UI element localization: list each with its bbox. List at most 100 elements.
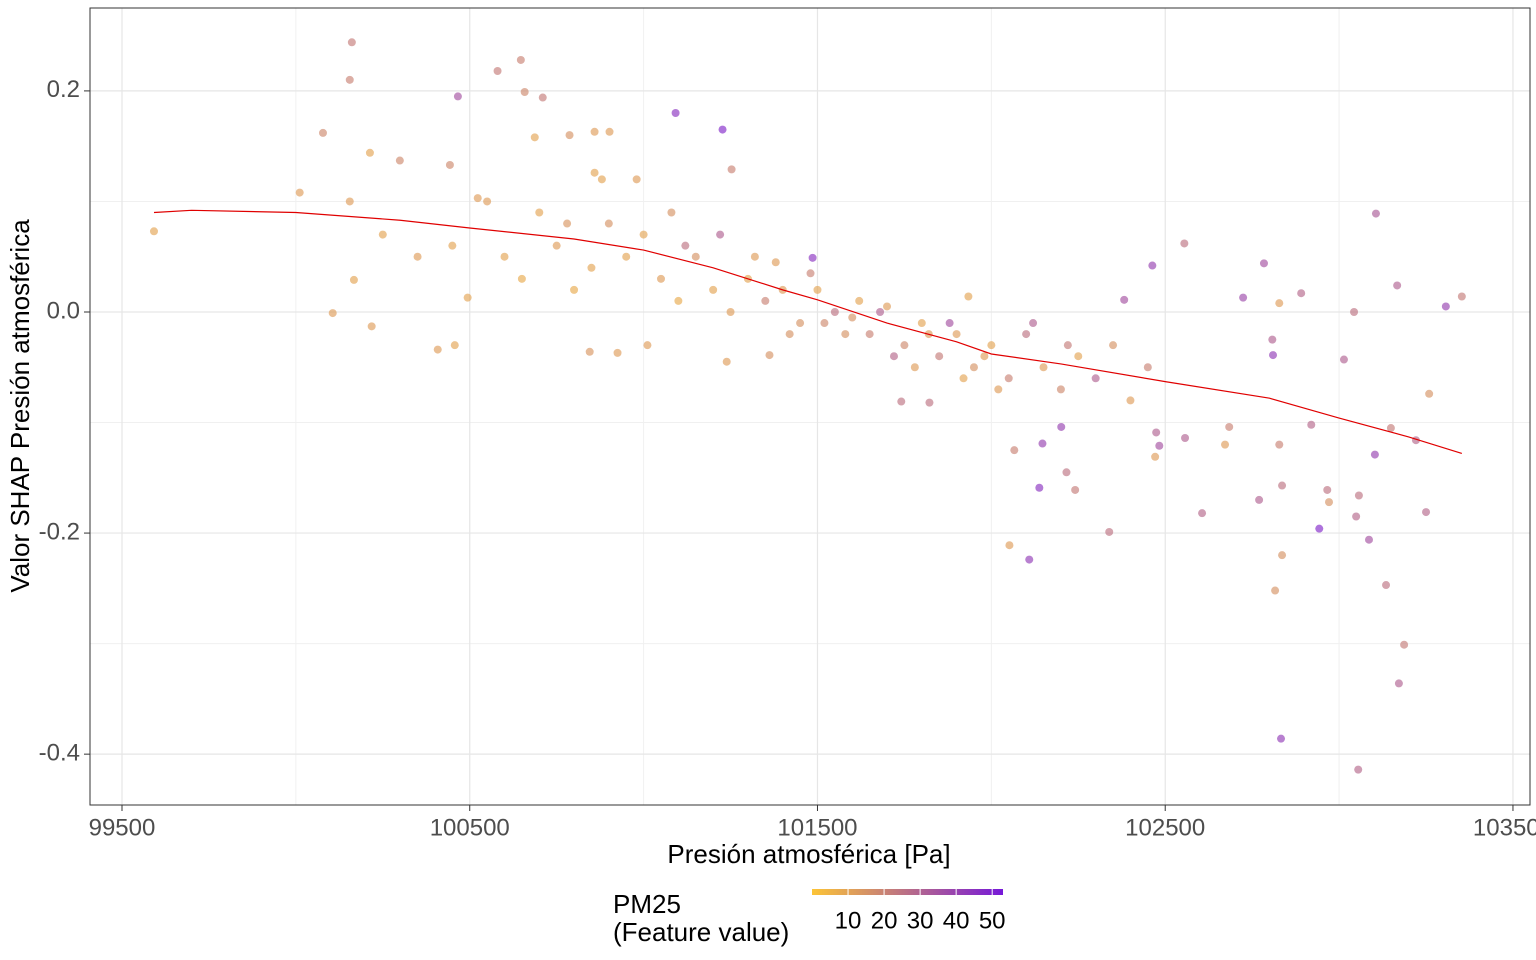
colorbar-tick-label: 40: [943, 907, 970, 934]
point: [1180, 239, 1189, 248]
point: [1221, 440, 1230, 449]
point: [395, 156, 404, 165]
point: [727, 165, 736, 174]
point: [1105, 527, 1114, 536]
point: [1307, 420, 1316, 429]
point: [445, 160, 454, 169]
point: [1441, 302, 1450, 311]
point: [453, 92, 462, 101]
point: [1400, 640, 1409, 649]
point: [796, 319, 805, 328]
point: [1198, 509, 1207, 518]
point: [718, 125, 727, 134]
point: [964, 292, 973, 301]
point: [806, 269, 815, 278]
x-axis-title: Presión atmosférica [Pa]: [667, 839, 950, 869]
colorbar: [812, 889, 1003, 895]
point: [980, 352, 989, 361]
point: [1350, 307, 1359, 316]
point: [1364, 535, 1373, 544]
point: [910, 363, 919, 372]
point: [987, 341, 996, 350]
colorbar-tick-label: 50: [979, 907, 1006, 934]
colorbar-tick-label: 30: [907, 907, 934, 934]
point: [345, 75, 354, 84]
point: [1005, 541, 1014, 550]
point: [722, 357, 731, 366]
point: [1277, 734, 1286, 743]
point: [1315, 524, 1324, 533]
point: [1062, 468, 1071, 477]
point: [516, 55, 525, 64]
point: [1271, 586, 1280, 595]
point: [590, 127, 599, 136]
point: [622, 252, 631, 261]
point: [1275, 299, 1284, 308]
point: [605, 127, 614, 136]
point: [1074, 352, 1083, 361]
point: [841, 330, 850, 339]
point: [883, 302, 892, 311]
point: [1004, 374, 1013, 383]
point: [318, 128, 327, 137]
point: [1091, 374, 1100, 383]
point: [530, 133, 539, 142]
point: [632, 175, 641, 184]
point: [1297, 289, 1306, 298]
point: [347, 38, 356, 47]
x-tick-label: 100500: [430, 814, 510, 841]
point: [1394, 679, 1403, 688]
legend-title: (Feature value): [613, 917, 789, 947]
point: [667, 208, 676, 217]
point: [1382, 581, 1391, 590]
point: [656, 274, 665, 283]
point: [1259, 259, 1268, 268]
point: [563, 219, 572, 228]
point: [1323, 485, 1332, 494]
point: [969, 363, 978, 372]
point: [520, 88, 529, 97]
point: [716, 230, 725, 239]
point: [328, 309, 337, 318]
point: [1029, 319, 1038, 328]
point: [889, 352, 898, 361]
point: [771, 258, 780, 267]
point: [1063, 341, 1072, 350]
point: [1038, 439, 1047, 448]
point: [1370, 450, 1379, 459]
point: [671, 109, 680, 118]
point: [365, 148, 374, 157]
point: [813, 285, 822, 294]
point: [1386, 424, 1395, 433]
point: [830, 307, 839, 316]
point: [808, 253, 817, 262]
y-tick-label: 0.2: [47, 76, 80, 103]
point: [1278, 551, 1287, 560]
point: [761, 296, 770, 305]
point: [945, 319, 954, 328]
point: [597, 175, 606, 184]
point: [535, 208, 544, 217]
point: [473, 194, 482, 203]
point: [925, 398, 934, 407]
point: [639, 230, 648, 239]
point: [1352, 512, 1361, 521]
point: [959, 374, 968, 383]
point: [1278, 481, 1287, 490]
point: [448, 241, 457, 250]
point: [295, 188, 304, 197]
point: [709, 285, 718, 294]
legend-title: PM25: [613, 889, 681, 919]
point: [820, 319, 829, 328]
point: [1393, 281, 1402, 290]
point: [590, 168, 599, 177]
x-tick-label: 101500: [777, 814, 857, 841]
point: [1275, 440, 1284, 449]
point: [1325, 498, 1334, 507]
point: [613, 348, 622, 357]
point: [750, 252, 759, 261]
point: [517, 274, 526, 283]
